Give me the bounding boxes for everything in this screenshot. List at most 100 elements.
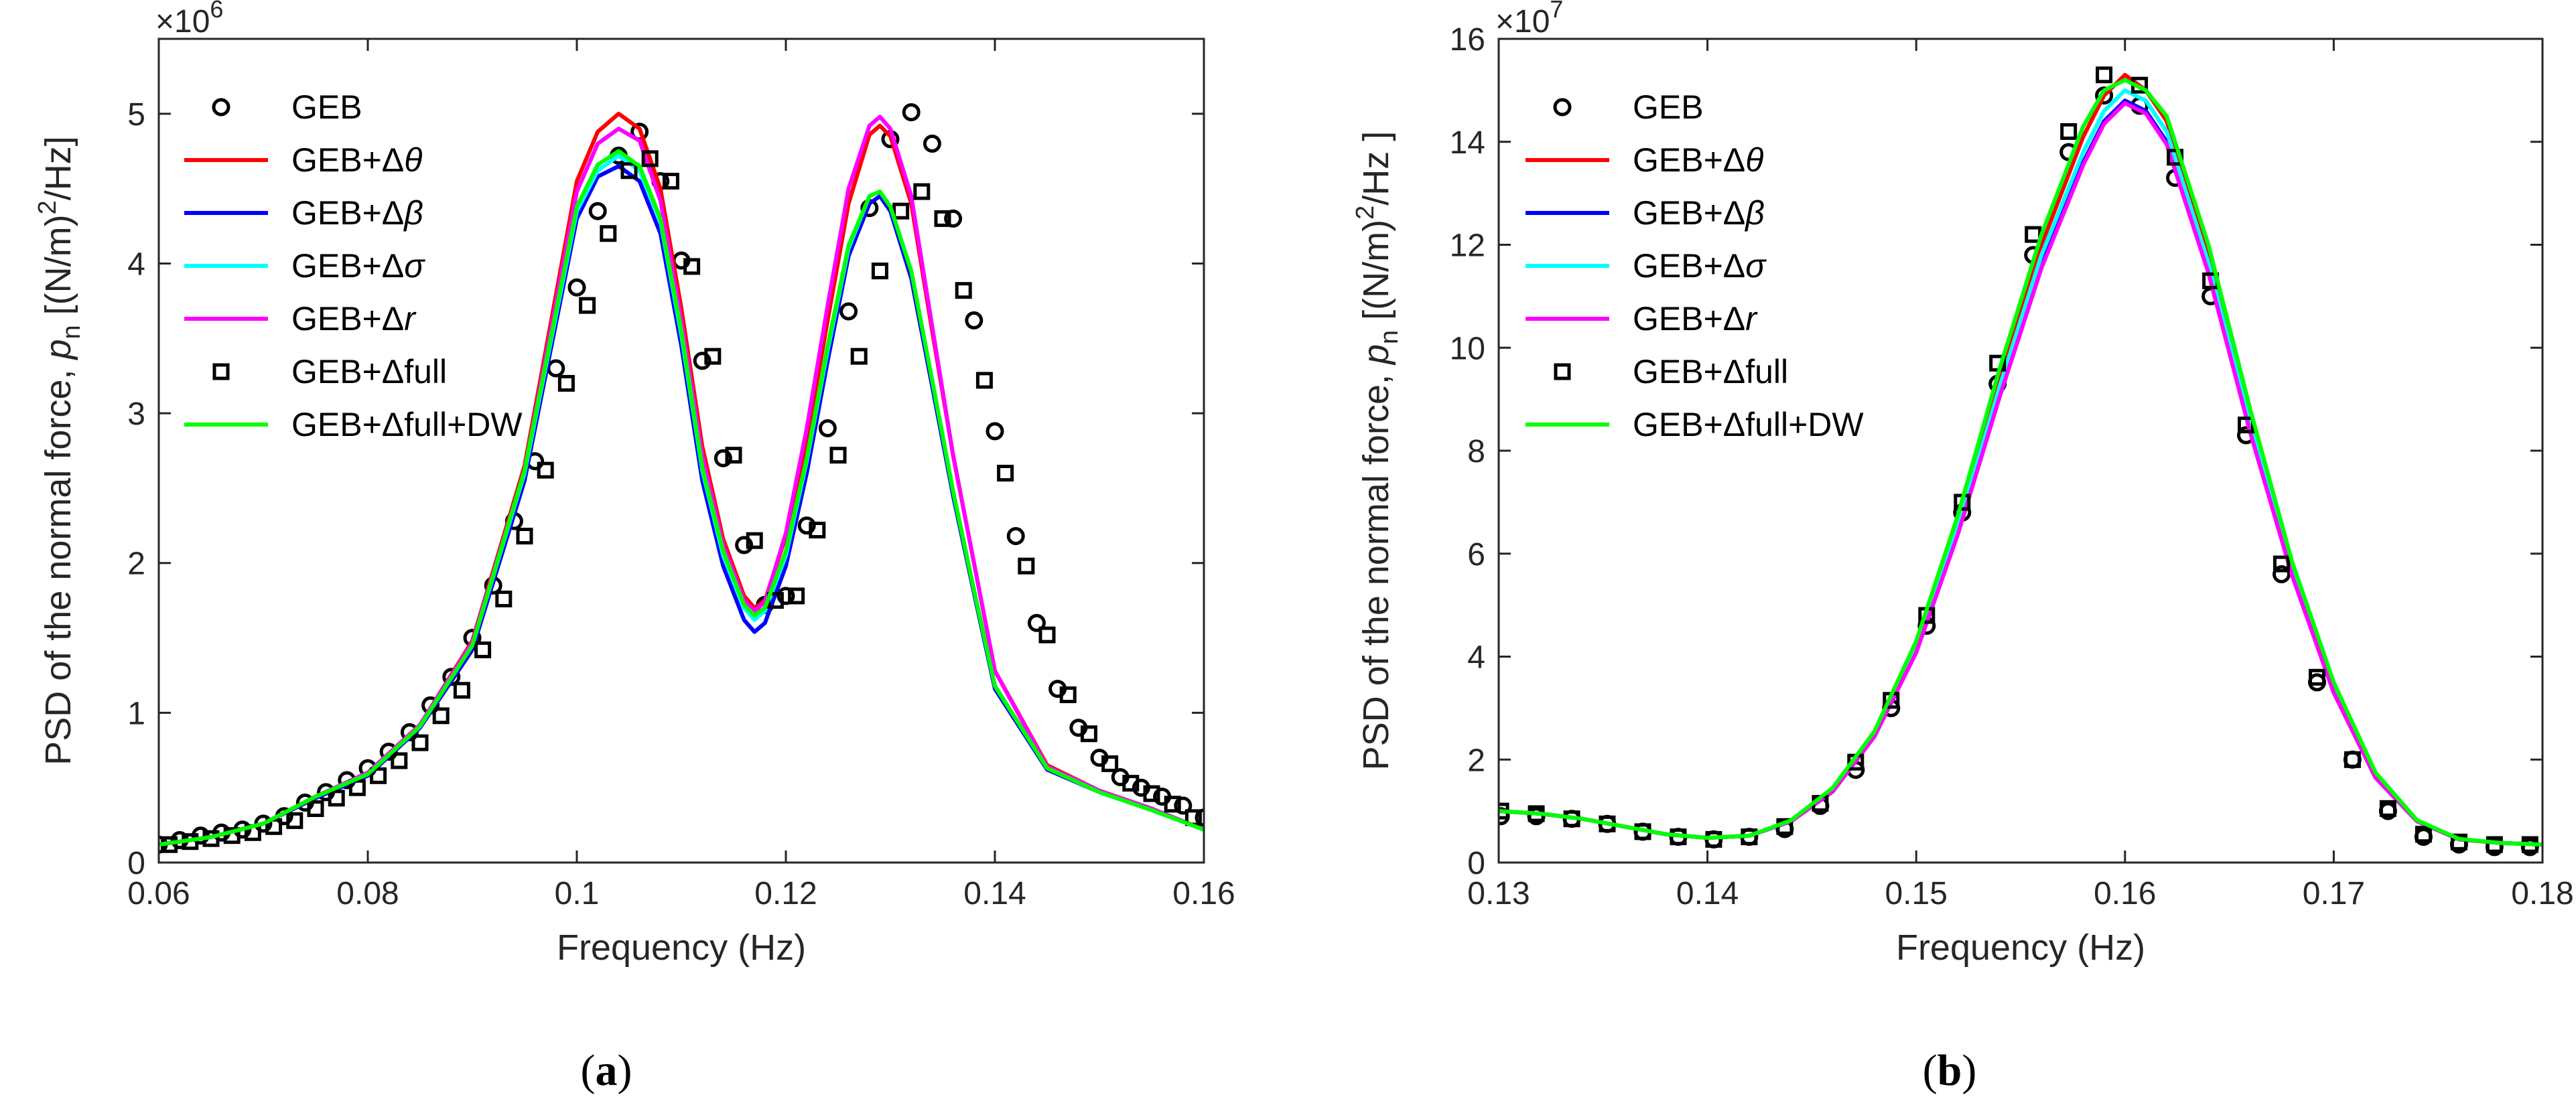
x-tick-label: 0.14	[1676, 876, 1739, 911]
y-axis-label-text: PSD of the normal force,	[1356, 364, 1396, 770]
y-axis-label-sub: n	[1375, 330, 1404, 344]
legend-label: GEB+Δfull+DW	[291, 406, 523, 443]
series-5-marker	[683, 258, 701, 275]
series-0-marker	[839, 302, 858, 321]
y-axis-label-unit: [(N/m)	[38, 214, 78, 325]
legend-label-base: GEB+Δ	[1633, 300, 1745, 338]
legend-label-base: GEB+Δfull+DW	[291, 406, 523, 443]
plot-area	[1499, 39, 2543, 863]
series-5-marker	[348, 779, 366, 796]
series-5-marker	[829, 447, 847, 464]
y-tick-label: 5	[127, 97, 145, 133]
series-0-marker	[1027, 613, 1046, 632]
series-5-marker	[913, 183, 931, 200]
caption-close: )	[618, 1046, 632, 1095]
caption-letter: b	[1938, 1046, 1962, 1095]
legend-label: GEB	[291, 88, 362, 126]
legend-label: GEB+Δfull	[1633, 353, 1788, 390]
series-0-marker	[1174, 796, 1193, 815]
series-5-marker	[495, 590, 513, 607]
legend-label: GEB+Δθ	[1633, 141, 1763, 179]
legend: GEBGEB+ΔθGEB+ΔβGEB+ΔσGEB+ΔrGEB+ΔfullGEB+…	[1526, 88, 1864, 443]
y-axis-label-unit: [(N/m)	[1356, 220, 1396, 330]
y-axis-label-var: p	[38, 339, 78, 360]
series-5-marker	[2096, 66, 2113, 84]
legend-label-base: GEB+Δfull	[1633, 353, 1788, 390]
x-axis-label: Frequency (Hz)	[1896, 928, 2145, 968]
legend-swatch-square	[212, 363, 230, 380]
series-5-marker	[1018, 557, 1035, 575]
y-multiplier-exp: 6	[210, 0, 223, 23]
caption-open: (	[1923, 1046, 1938, 1095]
legend-label-var: r	[404, 300, 417, 338]
x-tick-label: 0.17	[2303, 876, 2365, 911]
series-5-marker	[328, 790, 345, 807]
y-tick-label: 10	[1450, 331, 1485, 366]
x-tick-label: 0.15	[1885, 876, 1947, 911]
caption-letter: a	[596, 1046, 618, 1095]
legend-label-base: GEB+Δfull+DW	[1633, 406, 1864, 443]
y-axis-label-unit-end: /Hz ]	[1356, 131, 1396, 206]
y-axis-label-unit-sup: 2	[1351, 206, 1379, 220]
series-5-marker	[850, 348, 868, 365]
y-axis-label-sub: n	[58, 325, 86, 339]
series-5-marker	[1164, 796, 1181, 813]
x-tick-label: 0.08	[336, 876, 399, 911]
caption-close: )	[1962, 1046, 1976, 1095]
y-axis-label: PSD of the normal force, pn [(N/m)2/Hz]	[33, 136, 86, 765]
y-axis-label-unit-end: /Hz]	[38, 136, 78, 200]
series-5-marker	[537, 461, 554, 479]
legend-label-base: GEB+Δ	[1633, 194, 1745, 232]
series-5-marker	[892, 202, 910, 220]
series-5-marker	[2344, 751, 2361, 768]
panel-caption: (a)	[581, 1046, 632, 1095]
legend-label-base: GEB+Δ	[291, 194, 404, 232]
series-5-marker	[1038, 626, 1056, 644]
series-5-marker	[557, 374, 575, 392]
y-multiplier: ×106	[155, 0, 223, 40]
series-5-marker	[725, 447, 742, 464]
x-tick-label: 0.13	[1467, 876, 1530, 911]
y-axis-label-var: p	[1356, 344, 1396, 366]
series-5-marker	[2273, 555, 2290, 573]
y-tick-label: 2	[127, 546, 145, 582]
legend: GEBGEB+ΔθGEB+ΔβGEB+ΔσGEB+ΔrGEB+ΔfullGEB+…	[184, 88, 523, 443]
series-5-marker	[746, 532, 763, 549]
legend-label-var: r	[1745, 300, 1758, 338]
y-tick-label: 0	[127, 846, 145, 881]
series-5-marker	[432, 707, 450, 725]
series-5-marker	[1122, 775, 1140, 792]
legend-label-base: GEB+Δ	[1633, 247, 1745, 285]
caption-open: (	[581, 1046, 596, 1095]
x-tick-label: 0.16	[2094, 876, 2156, 911]
legend-swatch-circle	[1553, 98, 1572, 117]
legend-label: GEB	[1633, 88, 1704, 126]
panel-a: 0.06 0.08 0.1 0.12 0.14 0.16 0 1 2 3 4 5 ×106 Frequen…	[33, 0, 1235, 1095]
series-0-marker	[797, 516, 816, 535]
y-tick-label: 14	[1450, 125, 1485, 161]
panel-caption: (b)	[1923, 1046, 1977, 1095]
legend-label-base: GEB+Δ	[291, 141, 404, 179]
series-5-marker	[579, 297, 596, 314]
series-5-marker	[600, 225, 617, 242]
x-axis-label: Frequency (Hz)	[557, 928, 806, 968]
series-5-marker	[997, 465, 1014, 482]
y-tick-label: 1	[127, 696, 145, 731]
series-5-marker	[1143, 785, 1160, 802]
legend-label: GEB+Δθ	[291, 141, 422, 179]
series-0-marker	[735, 536, 754, 554]
x-tick-label: 0.18	[2511, 876, 2573, 911]
series-5-marker	[411, 734, 429, 751]
legend-label-base: GEB+Δ	[1633, 141, 1745, 179]
series-0-marker	[818, 419, 837, 437]
series-0-marker	[1006, 527, 1025, 545]
series-6-line	[1499, 78, 2543, 847]
series-0-marker	[986, 422, 1004, 441]
series-0-marker	[2273, 565, 2291, 583]
legend-label-var: σ	[1745, 247, 1767, 285]
series-5-marker	[704, 348, 722, 365]
legend-label-var: σ	[404, 247, 425, 285]
legend-label-base: GEB	[1633, 88, 1704, 126]
y-tick-label: 4	[127, 246, 145, 282]
x-tick-label: 0.06	[127, 876, 190, 911]
